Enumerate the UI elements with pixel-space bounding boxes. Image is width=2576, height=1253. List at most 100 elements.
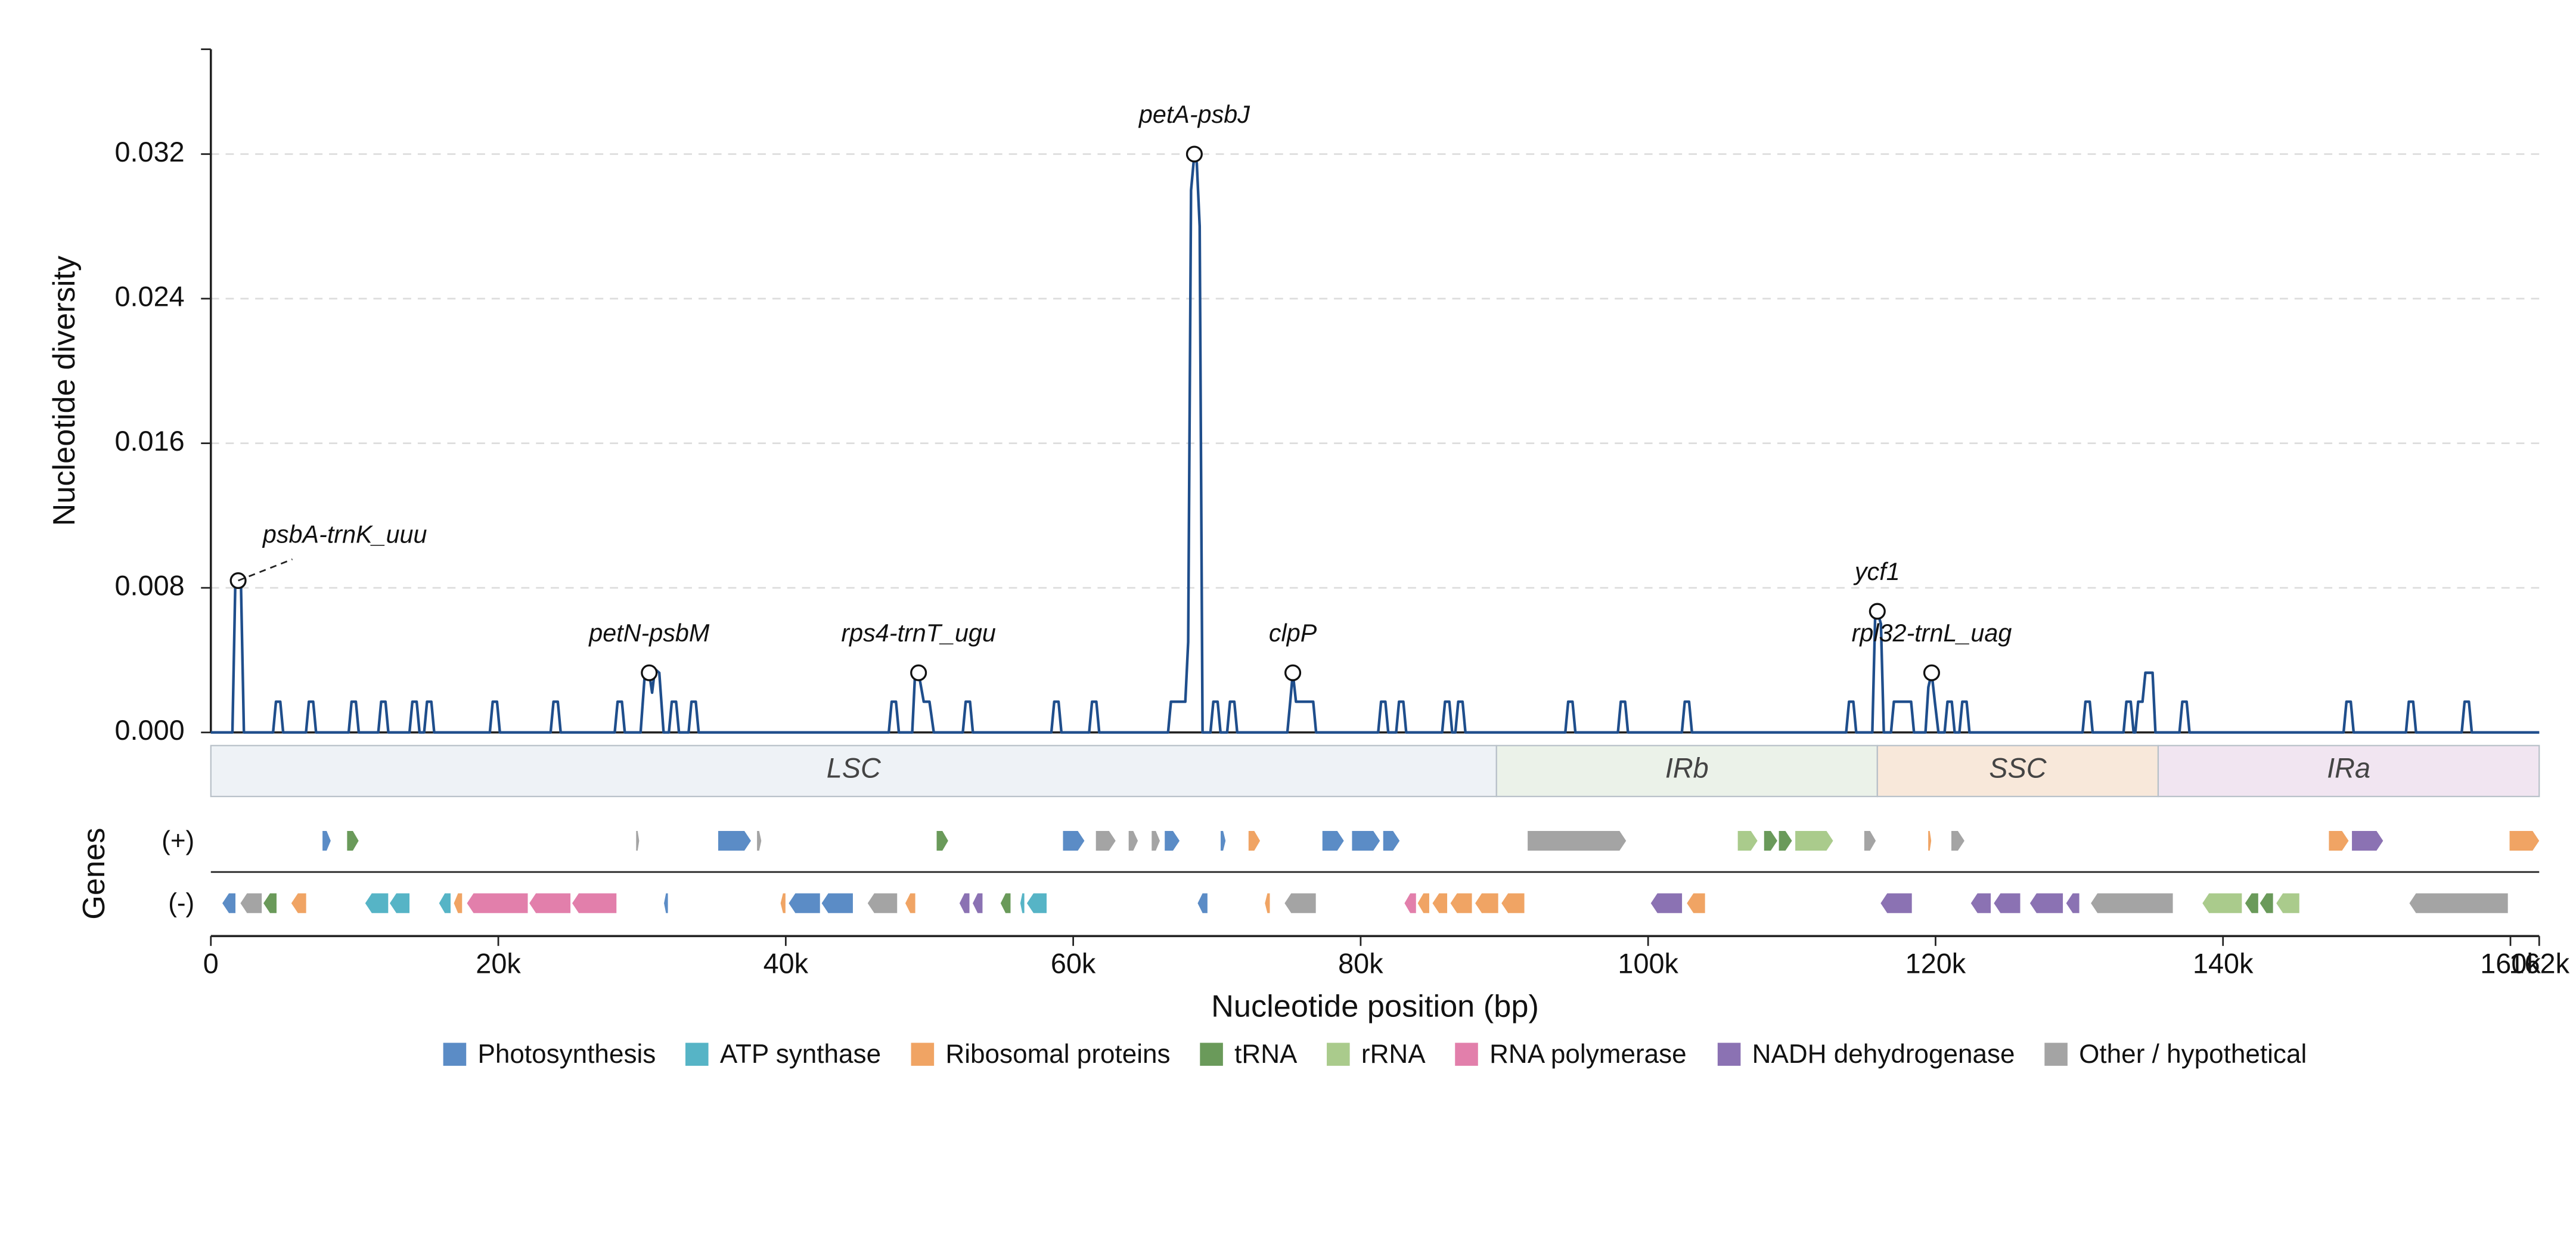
gene <box>2329 830 2349 851</box>
gene <box>1026 893 1047 913</box>
legend-swatch <box>1327 1043 1350 1066</box>
legend-swatch <box>1200 1043 1223 1066</box>
gene <box>821 893 853 913</box>
x-tick-label: 120k <box>1905 948 1966 979</box>
region <box>2157 745 2540 798</box>
gene <box>867 893 898 913</box>
x-tick-label: 20k <box>476 948 521 979</box>
gene <box>322 830 331 851</box>
gene <box>1197 893 1208 913</box>
annotation-label: petN-psbM <box>588 619 710 647</box>
region-label: LSC <box>827 752 882 783</box>
region <box>1495 745 1878 798</box>
gene <box>1221 830 1226 851</box>
gene <box>1864 830 1876 851</box>
gene <box>1994 893 2021 913</box>
region <box>210 745 1497 798</box>
legend-swatch <box>911 1043 935 1066</box>
annotation-label: petA-psbJ <box>1138 101 1250 128</box>
x-tick-label: 140k <box>2193 948 2254 979</box>
region-label: IRa <box>2327 752 2370 783</box>
gene <box>1764 830 1777 851</box>
gene <box>2066 893 2080 913</box>
gene <box>1248 830 1261 851</box>
gene <box>1020 893 1025 913</box>
region-label: IRb <box>1665 752 1709 783</box>
y-tick-label: 0.032 <box>115 137 185 168</box>
legend-swatch <box>1717 1043 1741 1066</box>
gene <box>390 893 410 913</box>
y-tick-label: 0.016 <box>115 426 185 457</box>
gene <box>959 893 970 913</box>
gene <box>1779 830 1792 851</box>
gene <box>1000 893 1011 913</box>
gene <box>2245 893 2258 913</box>
gene <box>2091 893 2173 913</box>
track-label: Genes <box>77 828 111 920</box>
gene <box>240 893 262 913</box>
gene <box>757 830 762 851</box>
gene <box>1880 893 1912 913</box>
x-tick-label: 160k <box>2480 948 2541 979</box>
track-label: (+) <box>162 826 194 855</box>
diversity-line <box>210 153 2540 734</box>
annotation-label: clpP <box>1269 619 1317 647</box>
gene <box>1352 830 1380 851</box>
gene <box>222 893 236 913</box>
gene <box>1265 893 1270 913</box>
gene <box>1970 893 1991 913</box>
track-label: (-) <box>168 889 194 918</box>
gene <box>1417 893 1429 913</box>
gene <box>1450 893 1472 913</box>
gene <box>529 893 571 913</box>
gene <box>1383 830 1400 851</box>
gene <box>664 893 668 913</box>
y-axis-label: Nucleotide diversity <box>47 255 82 526</box>
gene <box>1528 830 1627 851</box>
y-tick-label: 0.000 <box>115 715 185 746</box>
annotation-leader <box>238 558 293 582</box>
gene <box>789 893 820 913</box>
x-tick-label: 162k <box>2509 948 2569 979</box>
gene <box>263 893 277 913</box>
x-tick-label: 100k <box>1618 948 1678 979</box>
legend-swatch <box>2044 1043 2068 1066</box>
gene <box>1501 893 1525 913</box>
gene <box>973 893 983 913</box>
y-tick-label: 0.024 <box>115 281 185 312</box>
gene <box>2260 893 2273 913</box>
gene <box>347 830 359 851</box>
gene <box>2409 893 2508 913</box>
legend-swatch <box>1455 1043 1478 1066</box>
gene <box>2276 893 2299 913</box>
gene <box>1095 830 1116 851</box>
gene <box>1128 830 1138 851</box>
peak-marker <box>1923 664 1940 681</box>
peak-marker <box>1869 603 1886 620</box>
gene <box>467 893 528 913</box>
gene <box>1404 893 1416 913</box>
x-tick-label: 0 <box>203 948 219 979</box>
legend-label: Ribosomal proteins <box>945 1040 1170 1069</box>
x-axis-label: Nucleotide position (bp) <box>1211 989 1539 1024</box>
legend-label: NADH dehydrogenase <box>1752 1040 2015 1069</box>
gene <box>1063 830 1085 851</box>
gene <box>2029 893 2063 913</box>
annotation-label: psbA-trnK_uuu <box>262 521 427 548</box>
annotation-label: rps4-trnT_ugu <box>841 619 995 647</box>
gene <box>365 893 389 913</box>
x-tick-label: 60k <box>1051 948 1096 979</box>
gene <box>1687 893 1705 913</box>
gene <box>1322 830 1344 851</box>
peak-marker <box>1185 145 1203 163</box>
peak-marker <box>641 664 658 681</box>
gene <box>1928 830 1932 851</box>
gene <box>1284 893 1316 913</box>
gene <box>1475 893 1498 913</box>
gene <box>454 893 463 913</box>
legend-label: tRNA <box>1234 1040 1298 1069</box>
gene <box>718 830 751 851</box>
gene <box>636 830 640 851</box>
